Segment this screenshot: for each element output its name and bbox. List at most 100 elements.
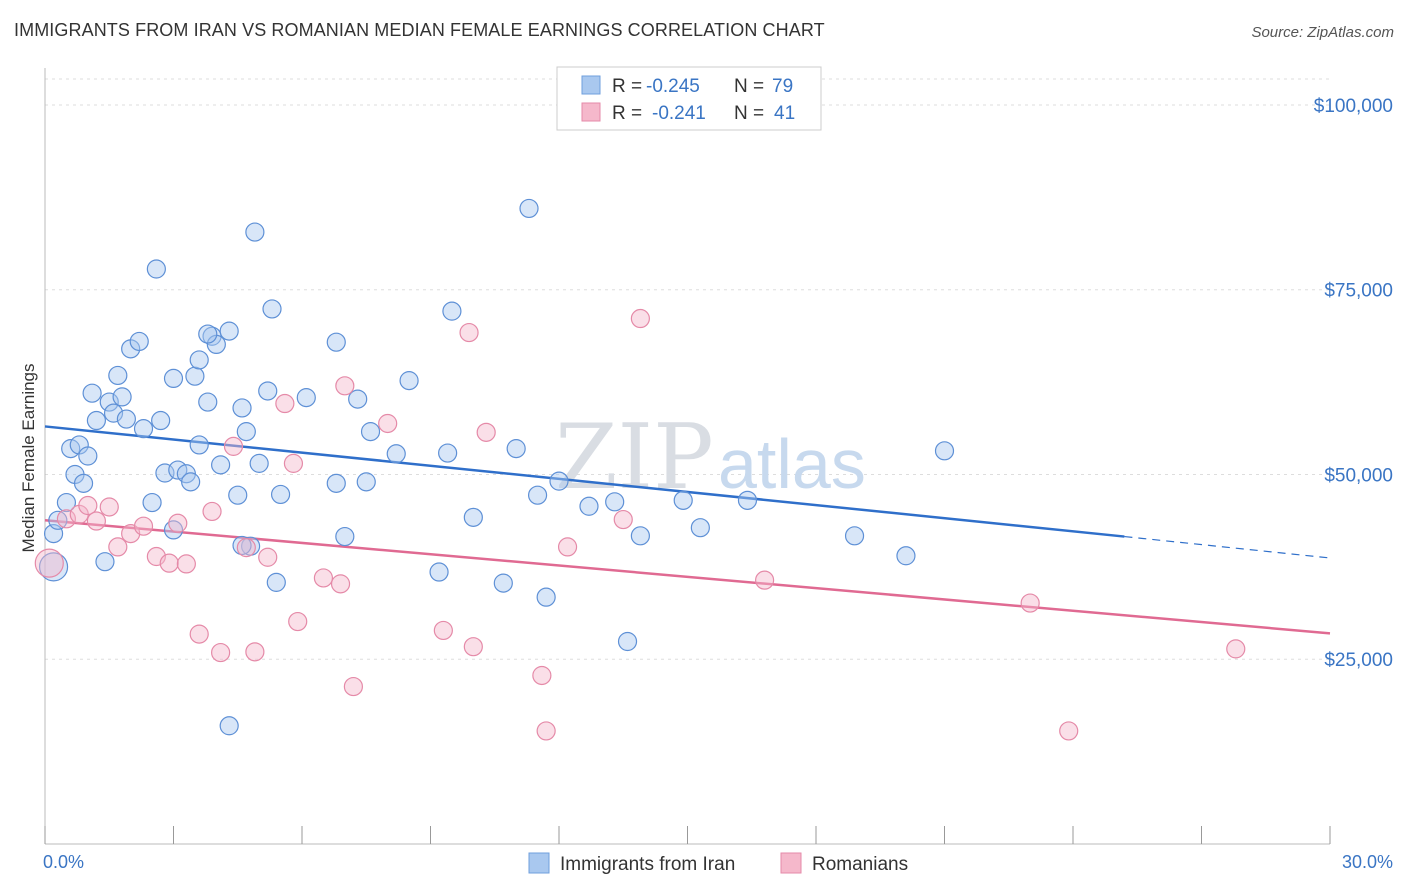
watermark-atlas: atlas (718, 425, 866, 503)
point-iran (673, 490, 693, 510)
point-romanians (223, 436, 244, 456)
y-tick-label: $25,000 (1324, 650, 1393, 671)
point-romanians (159, 553, 179, 573)
point-romanians (1059, 721, 1079, 741)
point-iran (438, 443, 458, 463)
series-legend-swatch-romanians (780, 852, 802, 874)
point-iran (181, 472, 201, 492)
point-iran (326, 332, 346, 352)
point-iran (262, 299, 282, 319)
legend-n-label-iran: N = (734, 76, 764, 97)
point-iran (245, 222, 265, 242)
point-iran (258, 381, 278, 401)
point-iran (185, 366, 205, 386)
axes (44, 68, 1331, 845)
point-romanians (133, 516, 154, 536)
legend-r-label-iran: R = (612, 76, 642, 97)
point-iran (549, 471, 569, 491)
point-iran (236, 422, 256, 442)
point-romanians (630, 308, 650, 329)
point-iran (73, 473, 94, 493)
point-romanians (245, 642, 265, 662)
point-romanians (56, 509, 77, 529)
y-axis-label: Median Female Earnings (19, 364, 38, 553)
point-romanians (330, 574, 351, 594)
point-romanians (536, 721, 556, 741)
point-iran (527, 485, 548, 505)
chart-title: IMMIGRANTS FROM IRAN VS ROMANIAN MEDIAN … (14, 20, 825, 40)
point-iran (934, 441, 955, 461)
point-iran (163, 368, 184, 388)
point-iran (617, 631, 638, 652)
legend-swatch-romanians (581, 102, 601, 122)
point-iran (335, 526, 355, 547)
point-iran (296, 388, 316, 408)
point-romanians (433, 620, 453, 641)
point-iran (844, 526, 865, 546)
point-iran (326, 473, 346, 493)
series-legend-swatch-iran (528, 852, 550, 874)
y-tick-labels: $25,000 $50,000 $75,000 $100,000 (1314, 96, 1393, 671)
point-iran (95, 552, 115, 572)
point-iran (429, 562, 449, 582)
point-iran (249, 453, 269, 473)
point-romanians (34, 548, 64, 578)
legend-n-value-iran: 79 (772, 76, 793, 97)
point-romanians (189, 624, 209, 644)
legend-swatch-iran (581, 75, 601, 95)
x-tick-label: 0.0% (43, 852, 84, 872)
point-iran (189, 350, 209, 370)
legend-n-value-romanians: 41 (774, 103, 795, 124)
point-romanians (168, 513, 188, 533)
point-iran (211, 455, 231, 475)
legend-r-value-romanians: -0.241 (652, 103, 706, 124)
point-iran (579, 496, 599, 516)
point-iran (219, 716, 239, 736)
point-romanians (288, 611, 308, 632)
stats-legend-box (556, 66, 822, 131)
y-tick-label: $100,000 (1314, 96, 1393, 117)
point-iran (112, 387, 132, 407)
legend-n-label-romanians: N = (734, 103, 764, 124)
point-romanians (236, 538, 256, 558)
point-iran (519, 198, 539, 219)
data-points (34, 198, 1246, 741)
point-iran (146, 259, 166, 279)
point-iran (228, 485, 248, 505)
point-iran (198, 324, 218, 344)
point-iran (536, 587, 556, 607)
grid-lines (45, 78, 1330, 660)
point-romanians (211, 642, 231, 663)
x-tick-label: 30.0% (1342, 852, 1393, 872)
trend-line-iran-extension (1124, 535, 1331, 559)
y-tick-label: $50,000 (1324, 465, 1393, 486)
point-iran (690, 518, 710, 538)
point-iran (99, 392, 119, 412)
point-romanians (99, 497, 119, 517)
legend-r-label-romanians: R = (612, 103, 642, 124)
point-iran (133, 419, 154, 439)
point-romanians (613, 509, 633, 530)
point-iran (493, 573, 513, 593)
point-romanians (378, 413, 398, 434)
point-iran (219, 321, 239, 341)
point-iran (108, 365, 128, 386)
point-iran (56, 492, 77, 513)
point-romanians (202, 501, 222, 522)
point-iran (198, 392, 218, 412)
point-romanians (86, 511, 107, 531)
series-legend-label-romanians: Romanians (812, 854, 908, 875)
point-iran (630, 526, 650, 546)
point-romanians (335, 376, 355, 396)
point-iran (360, 422, 381, 442)
x-tick-labels: 0.0% 30.0% (43, 852, 1393, 872)
point-iran (737, 490, 758, 510)
point-iran (896, 546, 916, 566)
point-iran (142, 492, 162, 513)
point-iran (356, 472, 376, 492)
point-iran (506, 439, 526, 459)
y-tick-label: $75,000 (1324, 281, 1393, 302)
point-romanians (459, 322, 479, 343)
point-iran (151, 410, 171, 431)
